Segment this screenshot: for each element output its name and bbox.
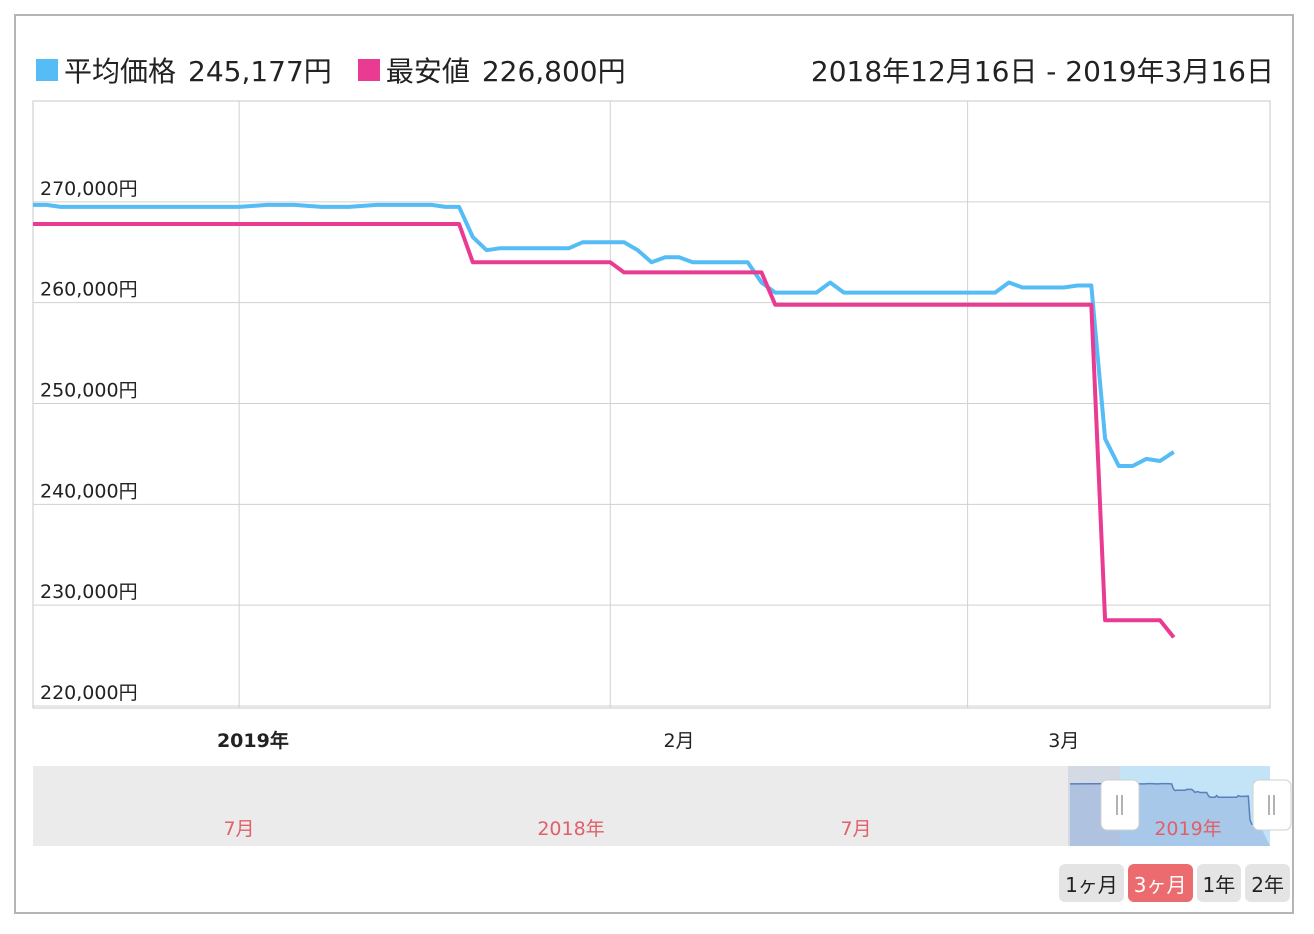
- plot-area: [32, 100, 1271, 709]
- y-axis-ticks: 270,000円 260,000円 250,000円 240,000円 230,000円…: [40, 178, 138, 704]
- gridlines: [33, 101, 1270, 708]
- navigator-label: 2019年: [1154, 818, 1221, 840]
- range-selector: 1ヶ月 3ヶ月 1年 2年: [1059, 864, 1290, 902]
- legend-label-min: 最安値: [385, 55, 470, 88]
- legend-label-avg: 平均価格: [64, 55, 177, 88]
- navigator-handle-left[interactable]: [1100, 779, 1140, 831]
- range-button-3[interactable]: 2年: [1245, 864, 1290, 902]
- navigator-label: 7月: [840, 818, 871, 840]
- y-tick-label: 270,000円: [40, 178, 138, 200]
- range-button-2[interactable]: 1年: [1196, 864, 1242, 902]
- legend-swatch-avg: [36, 59, 58, 81]
- x-tick-label: 2月: [663, 730, 694, 752]
- x-axis-ticks: 2019年 2月 3月: [217, 729, 1079, 752]
- navigator-label: 7月: [223, 818, 254, 840]
- x-tick-label: 2019年: [217, 729, 289, 752]
- y-tick-label: 230,000円: [40, 581, 138, 603]
- range-button-1[interactable]: 3ヶ月: [1127, 864, 1193, 902]
- navigator-label: 2018年: [537, 818, 604, 840]
- series-lines: [33, 202, 1176, 639]
- legend-swatch-min: [357, 59, 380, 81]
- y-tick-label: 250,000円: [40, 379, 138, 401]
- navigator-handle-right[interactable]: [1252, 779, 1292, 831]
- series-line-min: [33, 222, 1176, 639]
- navigator[interactable]: 7月 2018年 7月 2019年: [33, 766, 1292, 846]
- y-tick-label: 240,000円: [40, 480, 138, 502]
- legend-value-avg: 245,177円: [188, 55, 332, 88]
- y-tick-label: 220,000円: [40, 682, 138, 704]
- y-tick-label: 260,000円: [40, 279, 138, 301]
- navigator-series-line: [1069, 782, 1259, 825]
- legend-value-min: 226,800円: [481, 55, 626, 88]
- x-tick-label: 3月: [1048, 730, 1079, 752]
- series-line-avg: [33, 202, 1175, 468]
- date-range: 2018年12月16日 - 2019年3月16日: [810, 55, 1274, 88]
- range-button-0[interactable]: 1ヶ月: [1059, 864, 1124, 902]
- legend-item-avg[interactable]: 平均価格 245,177円: [36, 50, 332, 90]
- legend: 平均価格 245,177円 最安値 226,800円: [36, 50, 652, 90]
- legend-item-min[interactable]: 最安値 226,800円: [357, 50, 626, 90]
- navigator-track: [33, 766, 1270, 846]
